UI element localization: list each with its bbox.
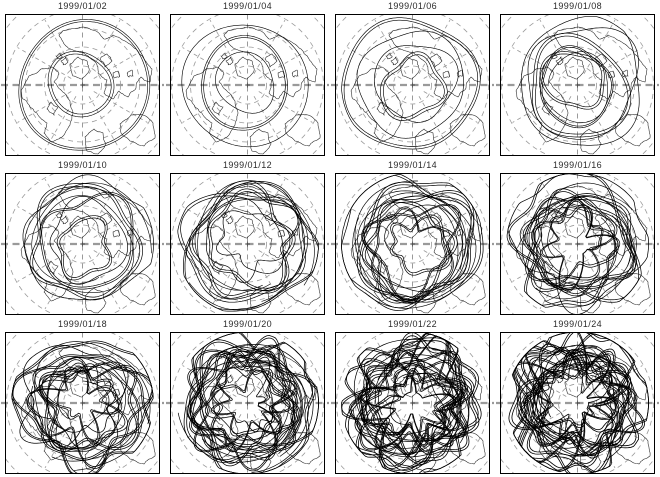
panel-date-label: 1999/01/02: [57, 1, 108, 11]
map-panel: 1999/01/12: [165, 159, 330, 318]
map-panel: 1999/01/08: [495, 0, 660, 159]
polar-map: [1, 173, 164, 315]
map-panel: 1999/01/24: [495, 318, 660, 477]
panel-date-label: 1999/01/06: [387, 1, 438, 11]
panel-date-label: 1999/01/10: [57, 160, 108, 170]
map-panel: 1999/01/14: [330, 159, 495, 318]
panel-date-label: 1999/01/18: [57, 319, 108, 329]
panel-date-label: 1999/01/08: [552, 1, 603, 11]
polar-map: [166, 332, 329, 474]
polar-map: [496, 173, 659, 315]
map-panel: 1999/01/20: [165, 318, 330, 477]
map-panel: 1999/01/16: [495, 159, 660, 318]
map-panel: 1999/01/06: [330, 0, 495, 159]
panel-date-label: 1999/01/12: [222, 160, 273, 170]
panel-date-label: 1999/01/24: [552, 319, 603, 329]
map-panel: 1999/01/18: [0, 318, 165, 477]
polar-map: [331, 14, 494, 156]
panel-date-label: 1999/01/14: [387, 160, 438, 170]
polar-map: [166, 173, 329, 315]
polar-map: [496, 14, 659, 156]
panel-date-label: 1999/01/04: [222, 1, 273, 11]
panel-date-label: 1999/01/16: [552, 160, 603, 170]
polar-map: [1, 332, 164, 474]
map-panel: 1999/01/22: [330, 318, 495, 477]
map-panel: 1999/01/04: [165, 0, 330, 159]
map-panel: 1999/01/10: [0, 159, 165, 318]
panel-date-label: 1999/01/22: [387, 319, 438, 329]
polar-map: [496, 332, 659, 474]
map-panel: 1999/01/02: [0, 0, 165, 159]
polar-map: [331, 173, 494, 315]
panel-date-label: 1999/01/20: [222, 319, 273, 329]
polar-map: [166, 14, 329, 156]
polar-map: [331, 332, 494, 474]
polar-map: [1, 14, 164, 156]
